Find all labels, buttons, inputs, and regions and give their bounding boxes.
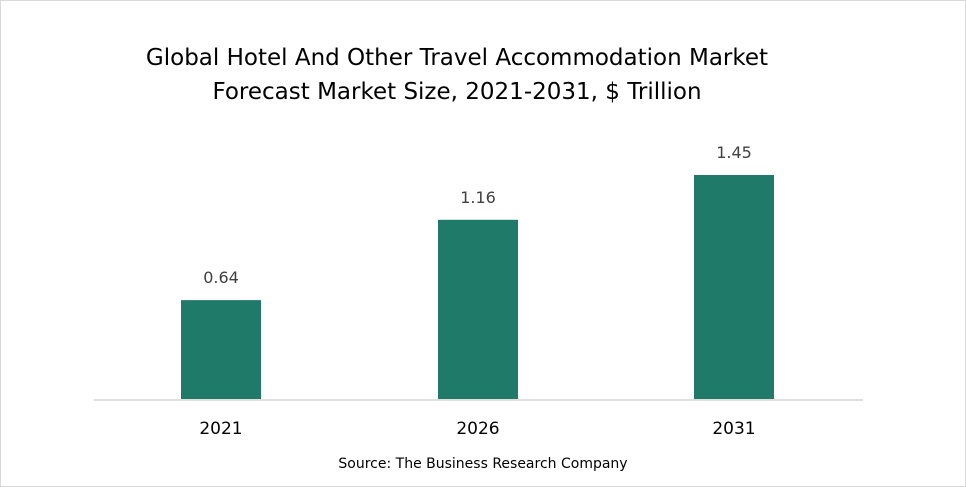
bar-2031 [694, 175, 774, 399]
x-tick-label: 2021 [199, 419, 242, 439]
chart-subtitle: Forecast Market Size, 2021-2031, $ Trill… [212, 79, 702, 105]
bar-2021 [181, 300, 261, 399]
x-tick-label: 2031 [712, 419, 755, 439]
x-tick-label: 2026 [456, 419, 499, 439]
chart-title-line1: Global Hotel And Other Travel Accommodat… [145, 45, 769, 71]
data-label: 1.16 [460, 188, 496, 207]
source-note: Source: The Business Research Company [338, 456, 628, 472]
bar-2026 [438, 219, 518, 399]
chart-title: Global Hotel And Other Travel Accommodat… [1, 41, 913, 109]
data-label: 1.45 [716, 143, 752, 162]
data-label: 0.64 [203, 268, 239, 287]
